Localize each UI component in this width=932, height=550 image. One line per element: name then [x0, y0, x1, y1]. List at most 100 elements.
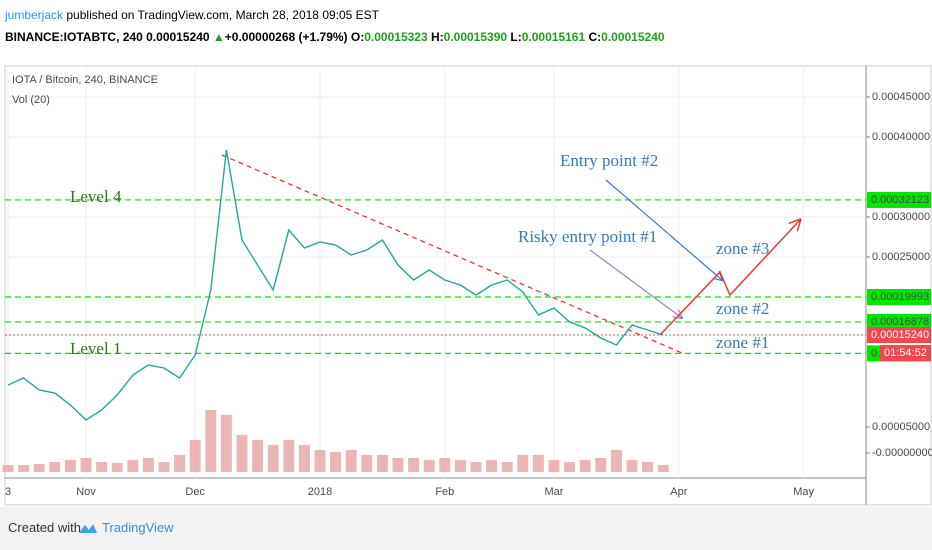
annotation: zone #3	[716, 239, 769, 258]
y-tick-label: 0.00040000	[872, 131, 930, 143]
volume-bar	[314, 449, 326, 472]
volume-bar	[127, 460, 139, 472]
volume-bar	[49, 462, 61, 472]
footer: Created with TradingView	[0, 507, 932, 550]
level-label: 0.00016878	[871, 316, 929, 328]
volume-bar	[595, 458, 607, 472]
high: 0.00015390	[443, 30, 508, 44]
x-tick-label: 3	[5, 486, 11, 498]
volume-bar	[80, 458, 92, 472]
volume-bar	[33, 464, 45, 472]
volume-bar	[189, 440, 201, 472]
volume-bar	[252, 440, 264, 472]
volume-bar	[454, 460, 466, 472]
y2-tick-label: -0.00000000	[872, 447, 932, 459]
author[interactable]: jumberjack	[5, 8, 64, 22]
volume-bar	[64, 460, 76, 472]
volume-bar	[220, 414, 232, 472]
change: +0.00000268 (+1.79%)	[224, 30, 348, 44]
volume-bar	[18, 465, 30, 472]
projection	[659, 220, 800, 336]
level-label: 0.00032123	[871, 194, 929, 206]
volume-bar	[345, 449, 357, 472]
annotation: Entry point #2	[560, 151, 658, 170]
x-tick-label: Apr	[670, 486, 687, 498]
brand[interactable]: TradingView	[102, 520, 174, 535]
volume-bar	[532, 454, 544, 472]
y-tick-label: 0.00045000	[872, 91, 930, 103]
volume-bar	[657, 465, 669, 472]
y2-tick-label: 0.00005000	[872, 421, 930, 433]
volume-bar	[298, 444, 310, 472]
chart-frame	[4, 65, 932, 506]
annotation: Level 4	[70, 187, 122, 206]
volume-bar	[564, 462, 576, 472]
annotation: zone #1	[716, 333, 769, 352]
o-label: O:	[350, 30, 365, 44]
chart-subtitle: Vol (20)	[12, 94, 50, 106]
x-tick-label: 2018	[308, 486, 332, 498]
volume-bar	[2, 465, 14, 472]
y-tick-label: 0.00030000	[872, 211, 930, 223]
volume-bar	[439, 458, 451, 472]
x-tick-label: Dec	[185, 486, 205, 498]
level-tag	[867, 191, 931, 208]
level-tag	[867, 289, 931, 305]
volume-bar	[626, 460, 638, 472]
x-tick-label: Nov	[76, 486, 96, 498]
annotation: zone #2	[716, 299, 769, 318]
annotation: Risky entry point #1	[518, 227, 657, 246]
price: 0.00015240	[146, 30, 210, 44]
arrow	[605, 179, 722, 280]
last-price-tag	[867, 327, 931, 344]
y-tick-label: 0.00025000	[872, 251, 930, 263]
h-label: H:	[430, 30, 444, 44]
volume-bar	[610, 449, 622, 472]
volume-bar	[548, 460, 560, 472]
open: 0.00015323	[364, 30, 428, 44]
grid: 0.00045000 0.00040000 0.00030000 0.00025000…	[5, 66, 932, 498]
volume-bar	[236, 435, 248, 472]
last-price-label: 0.00015240	[871, 329, 929, 341]
countdown: 01:54:52	[884, 347, 927, 359]
volume-bar	[330, 452, 342, 472]
volume-bar	[486, 460, 498, 472]
chart: 0.00045000 0.00040000 0.00030000 0.00025000…	[2, 65, 932, 506]
volume-bar	[205, 409, 217, 472]
volume-bar	[501, 462, 513, 472]
level-tag	[867, 313, 931, 330]
low: 0.00015161	[521, 30, 586, 44]
chart-title: IOTA / Bitcoin, 240, BINANCE	[12, 74, 158, 86]
symbol: BINANCE:IOTABTC, 240	[5, 30, 143, 44]
volume-bar	[376, 454, 388, 472]
created-with: Created with	[8, 520, 81, 535]
volume	[2, 409, 669, 472]
trend-line	[221, 154, 683, 354]
close: 0.00015240	[601, 30, 665, 44]
volume-bar	[174, 454, 186, 472]
volume-bar	[267, 444, 279, 472]
logo	[79, 524, 97, 533]
volume-bar	[96, 462, 108, 472]
volume-bar	[470, 462, 482, 472]
quote-line: BINANCE:IOTABTC, 240 0.00015240 ▲+0.0000…	[5, 30, 665, 44]
l-label: L:	[510, 30, 522, 44]
volume-bar	[642, 462, 654, 472]
arrow: ▲	[212, 30, 225, 44]
volume-bar	[392, 458, 404, 472]
arrow	[589, 249, 682, 318]
volume-bar	[283, 440, 295, 472]
header-line: jumberjack published on TradingView.com,…	[5, 8, 379, 22]
levels: 0.000321230.000199930.000168780.00012944…	[5, 191, 931, 362]
volume-bar	[361, 454, 373, 472]
annotation: Level 1	[70, 339, 121, 358]
published: published on TradingView.com, March 28, …	[66, 8, 380, 22]
volume-bar	[423, 460, 435, 472]
level-label: 0.00019993	[871, 291, 929, 303]
x-tick-label: May	[793, 486, 814, 498]
volume-bar	[579, 460, 591, 472]
countdown-tag	[880, 345, 931, 362]
volume-bar	[517, 454, 529, 472]
volume-bar	[158, 462, 170, 472]
volume-bar	[142, 458, 154, 472]
